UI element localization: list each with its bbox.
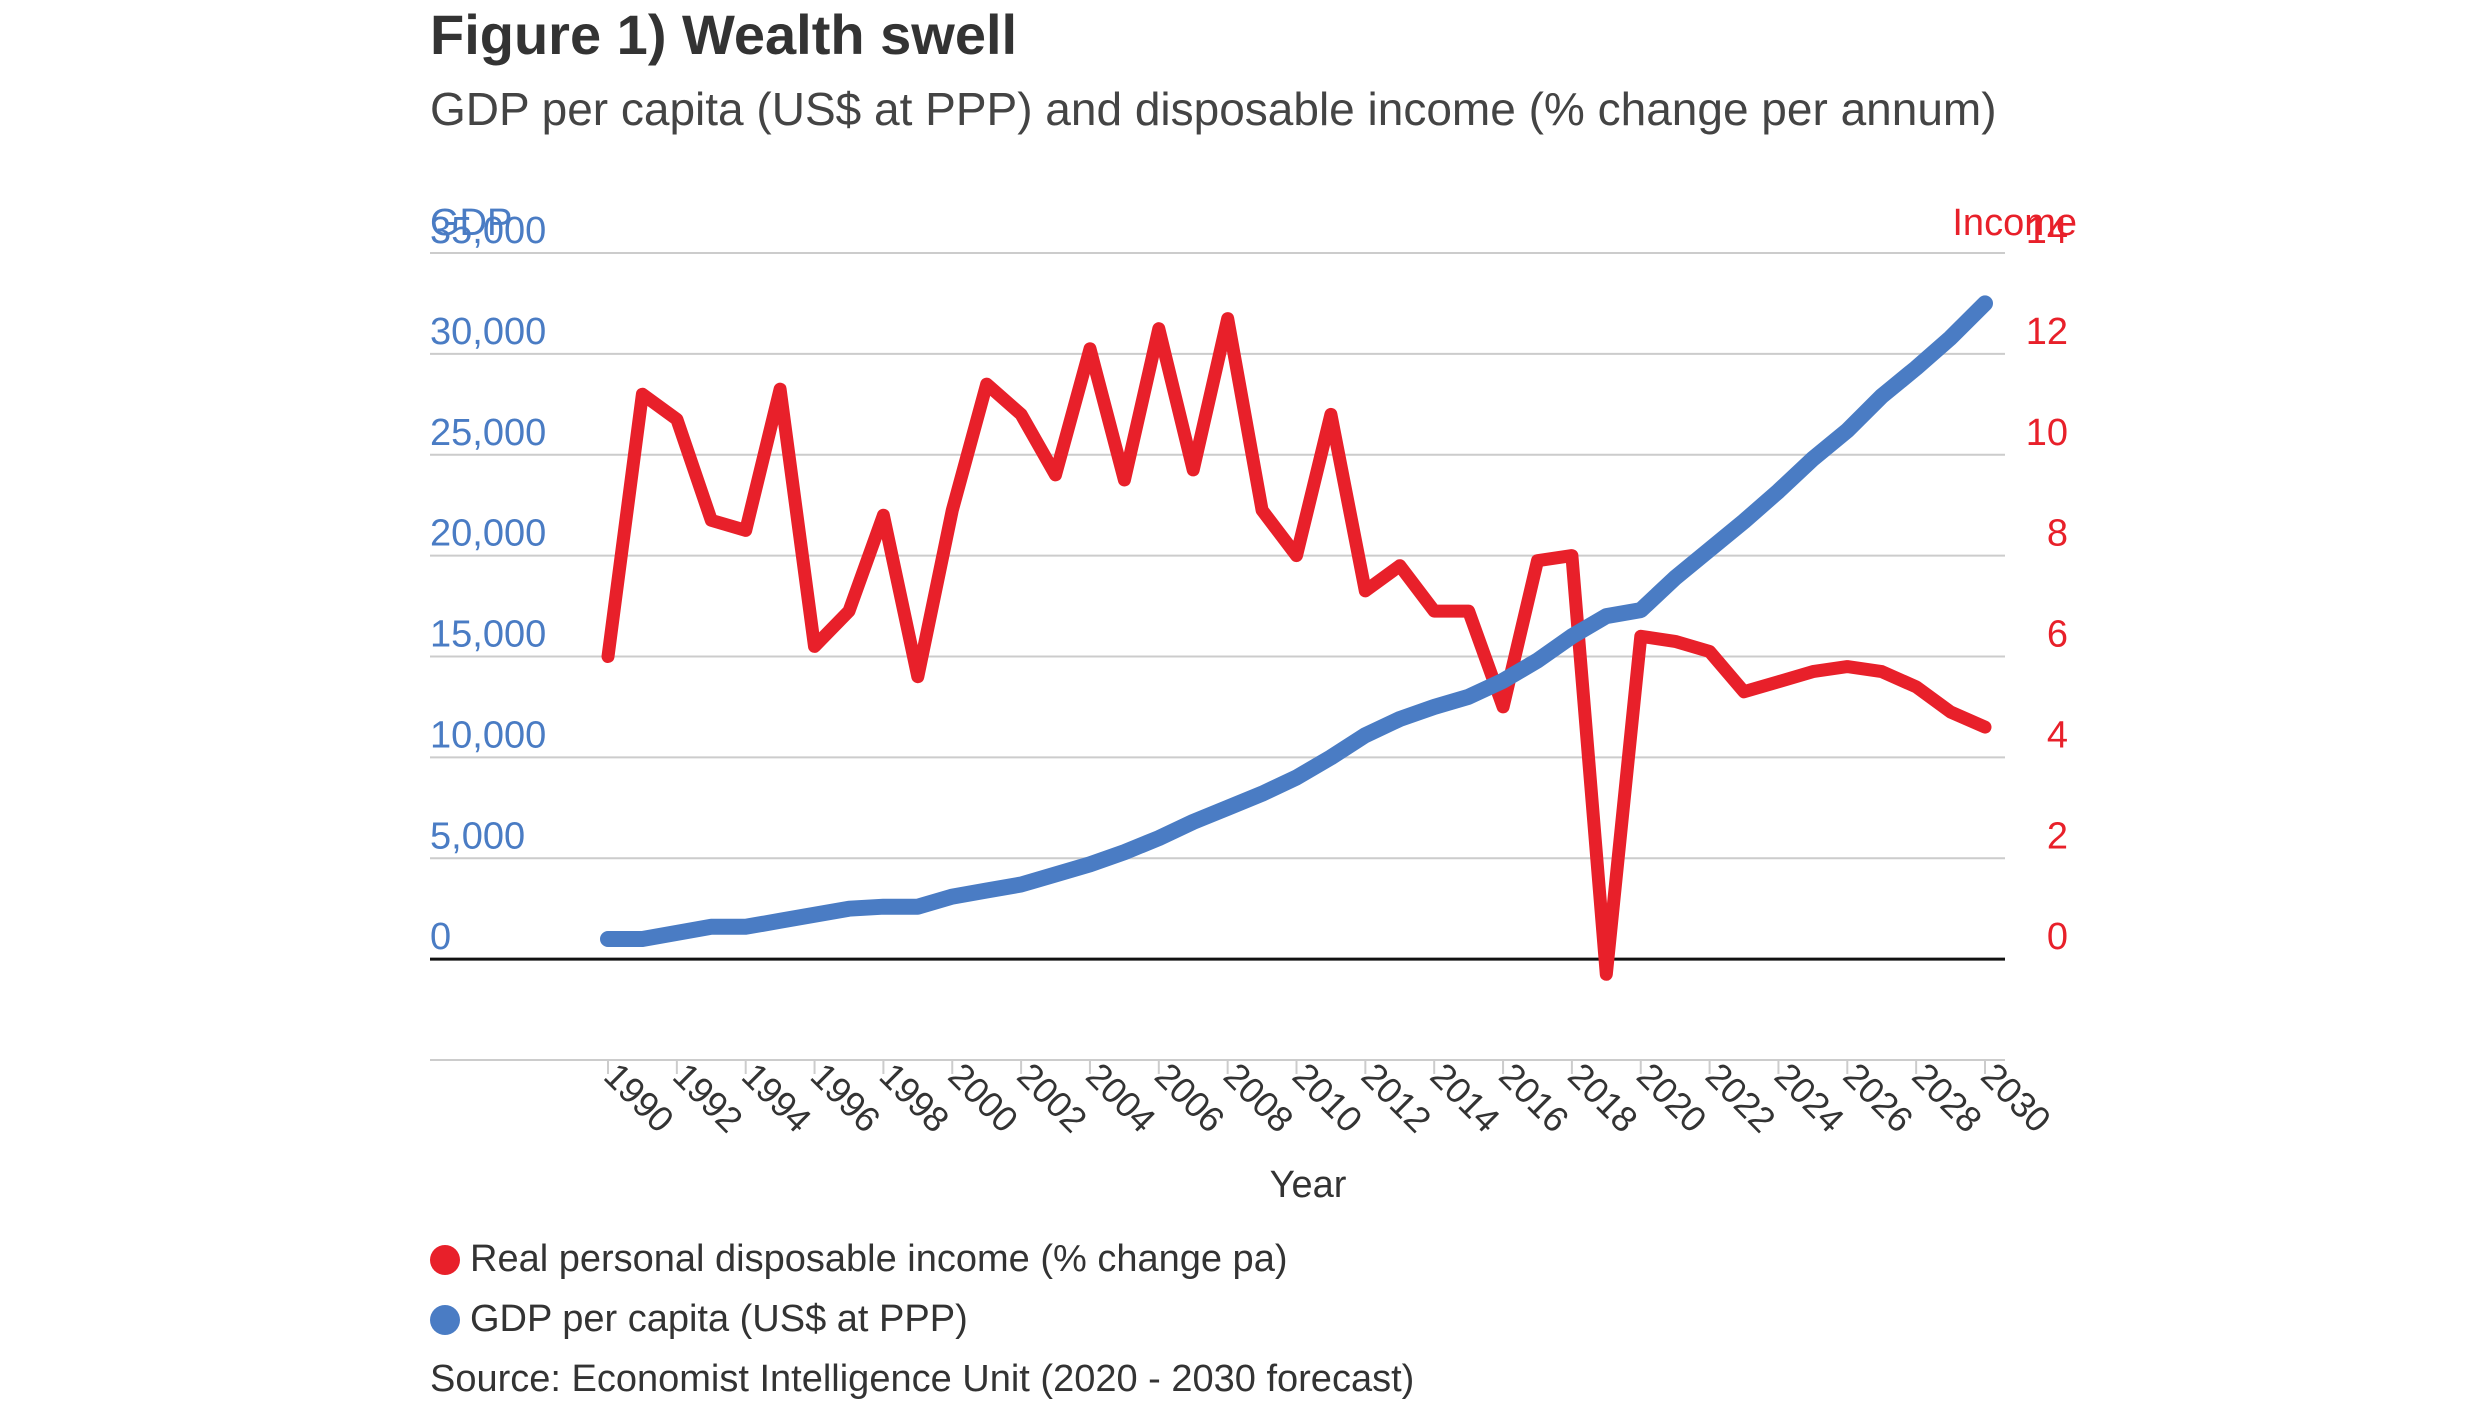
- legend-income-label: Real personal disposable income (% chang…: [470, 1238, 1288, 1280]
- x-tick-label: 2028: [1904, 1055, 1990, 1141]
- x-tick-label: 2030: [1973, 1055, 2059, 1141]
- left-tick-label: 25,000: [430, 412, 546, 454]
- x-tick-label: 2020: [1629, 1055, 1715, 1141]
- x-tick-label: 2002: [1009, 1055, 1095, 1141]
- income-series-line: [601, 312, 1992, 981]
- source-note: Source: Economist Intelligence Unit (202…: [430, 1358, 1415, 1400]
- left-axis-title: GDP: [430, 202, 512, 244]
- x-tick-label: 2022: [1698, 1055, 1784, 1141]
- x-tick-label: 2026: [1836, 1055, 1922, 1141]
- right-tick-label: 6: [2047, 614, 2068, 656]
- left-tick-label: 20,000: [430, 513, 546, 555]
- legend-item-income: Real personal disposable income (% chang…: [430, 1238, 1287, 1281]
- x-tick-label: 2012: [1354, 1055, 1440, 1141]
- right-axis-title: Income: [1952, 202, 2077, 244]
- left-tick-label: 35,000: [430, 210, 546, 252]
- chart-title: Figure 1) Wealth swell: [430, 3, 1018, 66]
- x-tick-label: 1994: [734, 1055, 820, 1141]
- right-tick-label: 12: [2026, 311, 2068, 353]
- x-tick-label: 2000: [941, 1055, 1027, 1141]
- right-tick-label: 2: [2047, 815, 2068, 857]
- right-tick-label: 14: [2026, 210, 2068, 252]
- x-tick-label: 2004: [1078, 1055, 1164, 1141]
- left-tick-label: 10,000: [430, 714, 546, 756]
- right-tick-label: 8: [2047, 513, 2068, 555]
- legend-income-swatch: [430, 1244, 460, 1275]
- left-tick-label: 0: [430, 916, 451, 958]
- x-tick-label: 2008: [1216, 1055, 1302, 1141]
- legend-item-gdp: GDP per capita (US$ at PPP): [430, 1298, 968, 1341]
- dual-axis-line-chart: GDP 0 5,000 10,000 15,000 20,000 25,000 30,000 3…: [430, 202, 2077, 1206]
- x-tick-label: 1996: [803, 1055, 889, 1141]
- x-tick-label: 2018: [1560, 1055, 1646, 1141]
- x-axis-title: Year: [1270, 1164, 1347, 1206]
- x-tick-label: 2006: [1147, 1055, 1233, 1141]
- right-tick-label: 4: [2047, 714, 2068, 756]
- right-tick-label: 0: [2047, 916, 2068, 958]
- x-tick-label: 2016: [1491, 1055, 1577, 1141]
- legend-gdp-label: GDP per capita (US$ at PPP): [470, 1298, 968, 1340]
- left-tick-label: 30,000: [430, 311, 546, 353]
- x-tick-label: 2010: [1285, 1055, 1371, 1141]
- left-tick-label: 15,000: [430, 614, 546, 656]
- chart-subtitle: GDP per capita (US$ at PPP) and disposab…: [430, 83, 1997, 135]
- x-tick-label: 1990: [596, 1055, 682, 1141]
- x-tick-label: 2024: [1767, 1055, 1853, 1141]
- x-tick-label: 1992: [665, 1055, 751, 1141]
- left-tick-label: 5,000: [430, 815, 525, 857]
- x-tick-label: 1998: [872, 1055, 958, 1141]
- legend-gdp-swatch: [430, 1304, 460, 1335]
- gdp-series-line: [600, 295, 1993, 947]
- right-tick-label: 10: [2026, 412, 2068, 454]
- x-tick-label: 2014: [1423, 1055, 1509, 1141]
